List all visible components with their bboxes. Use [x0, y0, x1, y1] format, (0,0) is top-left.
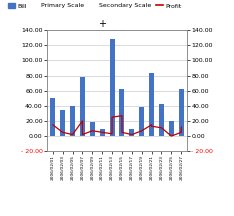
Bar	[80, 77, 85, 136]
Bar	[169, 121, 174, 136]
Bar	[179, 112, 184, 136]
Bar	[179, 89, 184, 136]
Legend: Bill, Primary Scale, Secondary Scale, Profit: Bill, Primary Scale, Secondary Scale, Pr…	[8, 3, 181, 8]
Bar	[100, 129, 105, 136]
Bar	[110, 76, 114, 136]
Bar	[70, 106, 75, 136]
Bar	[110, 39, 114, 136]
Bar	[129, 129, 134, 136]
Bar	[60, 110, 65, 136]
Bar	[50, 98, 55, 136]
Bar	[90, 122, 95, 136]
Text: +: +	[98, 19, 106, 29]
Bar	[159, 104, 164, 136]
Bar	[149, 73, 154, 136]
Bar	[149, 89, 154, 136]
Bar	[120, 89, 124, 136]
Bar	[120, 113, 124, 136]
Bar	[80, 87, 85, 136]
Bar	[139, 107, 144, 136]
